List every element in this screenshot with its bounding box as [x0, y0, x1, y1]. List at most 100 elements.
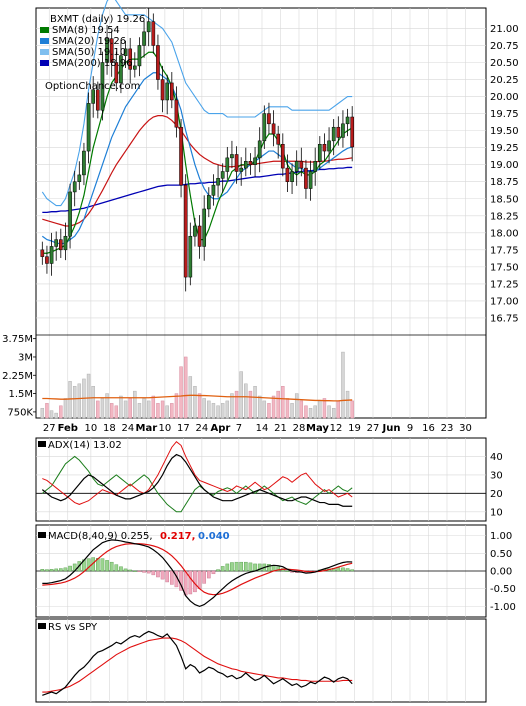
macd-tick-label: 0.00 — [490, 567, 512, 578]
volume-bar — [91, 386, 95, 419]
volume-bar — [86, 373, 91, 419]
macd-histogram-bar — [243, 561, 248, 572]
candle-up — [146, 21, 151, 33]
macd-histogram-bar — [58, 568, 63, 572]
price-tick-label: 18.50 — [490, 194, 519, 205]
macd-histogram-bar — [119, 566, 123, 572]
volume-bar — [207, 400, 211, 419]
price-tick-label: 19.75 — [490, 109, 519, 120]
candle-up — [253, 157, 257, 165]
candle-up — [345, 116, 350, 125]
legend-swatch-sma8 — [40, 27, 49, 33]
volume-bar — [308, 407, 313, 419]
legend-swatch-sma50 — [40, 49, 49, 55]
x-tick-label: 21 — [274, 423, 287, 434]
volume-bars — [40, 351, 355, 596]
macd-title-text: MACD(8,40,9) 0.255, — [48, 531, 153, 542]
upper-band-line — [41, 0, 353, 207]
macd-tick-label: 0.50 — [490, 549, 512, 560]
candle-down — [114, 62, 119, 84]
macd-histogram-bar — [100, 558, 105, 572]
volume-bar — [341, 351, 345, 419]
volume-bar — [156, 403, 160, 419]
macd-histogram-bar — [350, 569, 355, 572]
macd-histogram-bar — [285, 570, 290, 572]
candle-down — [179, 126, 183, 186]
macd-histogram-bar — [146, 570, 151, 574]
adx-title-text: ADX(14) 13.02 — [48, 440, 122, 451]
rs-title-swatch — [38, 623, 46, 629]
macd-histogram-bar — [230, 562, 234, 572]
price-tick-label: 17.50 — [490, 262, 519, 273]
candle-up — [239, 167, 244, 172]
volume-bar — [133, 390, 137, 419]
plus-di-line — [42, 455, 353, 513]
volume-tick-label: 750K — [7, 407, 33, 418]
candle-up — [290, 171, 294, 182]
macd-title: MACD(8,40,9) 0.255, 0.217, 0.040 — [38, 531, 230, 542]
volume-bar — [119, 395, 123, 419]
macd-histogram-bar — [220, 566, 225, 572]
volume-bar — [304, 405, 308, 419]
rs-panel-frame — [35, 618, 487, 703]
volume-bar — [49, 410, 54, 419]
volume-bar — [290, 403, 294, 419]
candle-down — [248, 161, 253, 165]
candle-up — [54, 239, 59, 247]
price-tick-label: 19.00 — [490, 160, 519, 171]
volume-bar — [262, 400, 267, 419]
adx-tick-label: 40 — [490, 452, 503, 463]
candle-up — [331, 126, 336, 142]
macd-histogram-bar — [68, 565, 72, 572]
candle-down — [336, 126, 341, 138]
price-panel-frame — [35, 7, 487, 419]
price-tick-label: 19.50 — [490, 126, 519, 137]
volume-bar — [253, 386, 257, 419]
volume-bar — [137, 403, 142, 419]
candle-up — [63, 235, 68, 251]
volume-bar — [54, 412, 58, 419]
candle-down — [160, 79, 165, 101]
candle-up — [262, 113, 267, 142]
legend-swatch-sma200 — [40, 60, 49, 66]
volume-bar — [72, 386, 77, 419]
candle-up — [123, 48, 128, 56]
price-tick-label: 18.75 — [490, 177, 519, 188]
volume-bar — [128, 398, 132, 419]
volume-bar — [193, 386, 197, 419]
price-tick-label: 20.25 — [490, 75, 519, 86]
x-tick-label: Apr — [210, 423, 230, 434]
volume-bar — [100, 398, 105, 419]
volume-tick-label: 1.5M — [8, 389, 33, 400]
candle-up — [77, 174, 82, 182]
legend-sma200: SMA(200) 18.96 — [52, 58, 133, 69]
price-tick-label: 20.50 — [490, 58, 519, 69]
candle-up — [294, 161, 299, 172]
candle-up — [216, 178, 220, 186]
volume-bar — [294, 393, 299, 419]
volume-bar — [202, 398, 206, 419]
volume-bar — [179, 366, 183, 419]
volume-bar — [285, 398, 290, 419]
price-tick-label: 17.00 — [490, 296, 519, 307]
volume-bar — [165, 405, 169, 419]
legend-swatch-sma20 — [40, 38, 49, 44]
volume-bar — [123, 400, 128, 419]
macd-histogram-bar — [132, 570, 137, 572]
candle-down — [276, 133, 281, 145]
volume-bar — [45, 403, 49, 419]
volume-tick-label: 3M — [18, 352, 33, 363]
candle-up — [119, 55, 123, 84]
candle-down — [267, 113, 271, 125]
macd-histogram-bar — [239, 561, 244, 572]
candlesticks — [40, 8, 355, 292]
macd-histogram-bar — [151, 570, 156, 576]
candle-up — [225, 157, 230, 172]
macd-histogram-bar — [211, 570, 216, 575]
candle-down — [197, 225, 202, 247]
x-tick-label: 10 — [85, 423, 98, 434]
macd-value: 0.255, — [121, 531, 153, 542]
macd-title-swatch — [38, 532, 46, 538]
x-tick-label: May — [306, 423, 329, 434]
volume-bar — [96, 400, 100, 419]
